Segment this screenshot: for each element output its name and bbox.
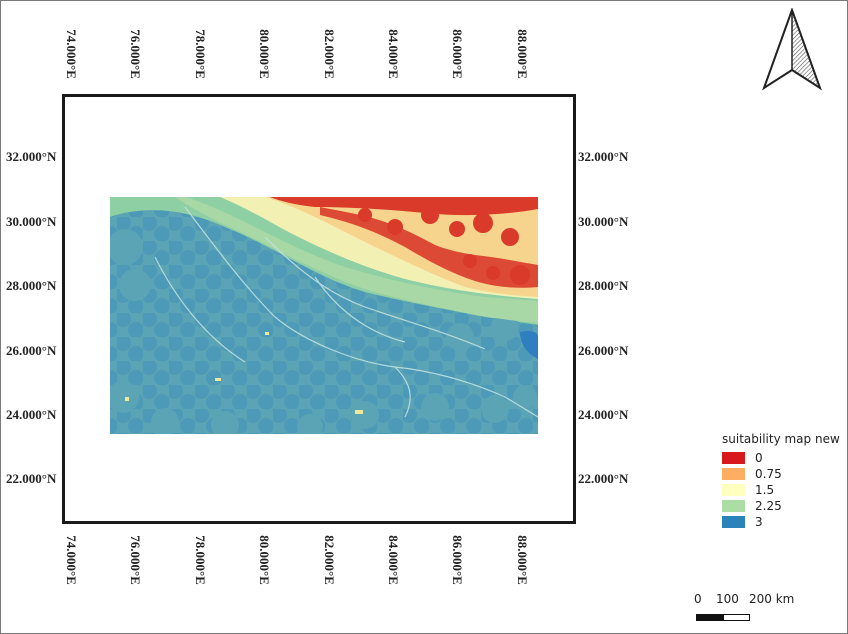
latitude-label: 24.000°N: [578, 407, 629, 422]
longitude-label: 82.000°E: [322, 29, 337, 79]
scale-label-200: 200 km: [749, 592, 795, 606]
longitude-label: 76.000°E: [128, 535, 143, 585]
legend-swatch: [722, 468, 745, 480]
legend-swatch: [722, 516, 745, 528]
legend-label: 1.5: [755, 483, 775, 497]
longitude-label: 78.000°E: [193, 29, 208, 79]
suitability-raster: [110, 197, 538, 434]
suitability-specks: [125, 332, 363, 414]
legend-swatch: [722, 452, 745, 464]
legend: suitability map new 0 0.75 1.5 2.25 3: [722, 432, 840, 530]
longitude-label: 80.000°E: [257, 29, 272, 79]
legend-item: 3: [722, 514, 840, 530]
scale-label-100: 100: [716, 592, 739, 606]
longitude-label: 78.000°E: [193, 535, 208, 585]
river-network: [154, 206, 538, 418]
legend-item: 0.75: [722, 466, 840, 482]
latitude-label: 22.000°N: [6, 471, 57, 486]
latitude-label: 22.000°N: [578, 471, 629, 486]
latitude-label: 30.000°N: [578, 214, 629, 229]
scale-segment-dark: [696, 614, 723, 621]
legend-label: 0: [755, 451, 763, 465]
legend-label: 3: [755, 515, 763, 529]
legend-swatch: [722, 484, 745, 496]
latitude-label: 28.000°N: [6, 278, 57, 293]
longitude-label: 84.000°E: [386, 29, 401, 79]
scale-bar: 0 100 200 km: [694, 592, 804, 626]
latitude-label: 26.000°N: [578, 343, 629, 358]
suitability-zone-3-east: [520, 330, 538, 359]
longitude-label: 80.000°E: [257, 535, 272, 585]
latitude-label: 26.000°N: [6, 343, 57, 358]
scale-segment-light: [723, 614, 750, 621]
scale-label-0: 0: [694, 592, 702, 606]
latitude-label: 30.000°N: [6, 214, 57, 229]
legend-label: 0.75: [755, 467, 782, 481]
longitude-label: 84.000°E: [386, 535, 401, 585]
legend-item: 0: [722, 450, 840, 466]
north-arrow-icon: [762, 8, 822, 91]
suitability-band-2-25: [175, 197, 538, 323]
map-frame[interactable]: [62, 94, 576, 524]
latitude-label: 32.000°N: [6, 149, 57, 164]
latitude-label: 32.000°N: [578, 149, 629, 164]
longitude-label: 88.000°E: [515, 29, 530, 79]
longitude-label: 86.000°E: [450, 535, 465, 585]
suitability-zone-0: [270, 197, 538, 288]
longitude-label: 82.000°E: [322, 535, 337, 585]
legend-label: 2.25: [755, 499, 782, 513]
legend-swatch: [722, 500, 745, 512]
legend-item: 1.5: [722, 482, 840, 498]
longitude-label: 74.000°E: [64, 535, 79, 585]
longitude-label: 74.000°E: [64, 29, 79, 79]
latitude-label: 28.000°N: [578, 278, 629, 293]
legend-item: 2.25: [722, 498, 840, 514]
suitability-zone-3-halos: [110, 229, 537, 434]
longitude-label: 86.000°E: [450, 29, 465, 79]
longitude-label: 88.000°E: [515, 535, 530, 585]
latitude-label: 24.000°N: [6, 407, 57, 422]
longitude-label: 76.000°E: [128, 29, 143, 79]
legend-title: suitability map new: [722, 432, 840, 446]
